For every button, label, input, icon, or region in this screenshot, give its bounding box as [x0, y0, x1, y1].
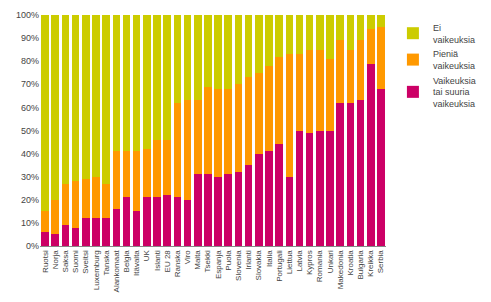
svg-text:Unkari: Unkari — [326, 250, 335, 273]
svg-text:UK: UK — [142, 250, 151, 262]
svg-text:Kreikka: Kreikka — [366, 250, 375, 277]
svg-text:Slovakia: Slovakia — [254, 250, 263, 281]
svg-text:Romania: Romania — [315, 250, 324, 283]
svg-text:Liettua: Liettua — [285, 250, 294, 275]
svg-text:Saksa: Saksa — [61, 250, 70, 273]
svg-text:EU 28: EU 28 — [163, 250, 172, 273]
svg-text:Tsekki: Tsekki — [204, 250, 213, 272]
svg-text:20%: 20% — [21, 195, 39, 205]
svg-text:Puola: Puola — [224, 250, 233, 271]
svg-text:Ruotsi: Ruotsi — [41, 250, 50, 273]
svg-text:Belgia: Belgia — [122, 250, 131, 273]
svg-text:Latvia: Latvia — [295, 250, 304, 272]
svg-text:10%: 10% — [21, 218, 39, 228]
svg-text:Makedonia: Makedonia — [336, 250, 345, 290]
svg-text:Portugali: Portugali — [275, 250, 284, 282]
svg-text:Espanja: Espanja — [214, 250, 223, 279]
svg-text:Eivaikeuksia: Eivaikeuksia — [433, 23, 475, 45]
svg-text:Viro: Viro — [183, 250, 192, 265]
svg-text:Tanska: Tanska — [102, 250, 111, 276]
svg-text:Pieniävaikeuksia: Pieniävaikeuksia — [433, 49, 475, 71]
svg-text:Kypros: Kypros — [305, 250, 314, 275]
svg-text:Alankomaat: Alankomaat — [112, 249, 121, 292]
svg-text:Islanti: Islanti — [153, 250, 162, 271]
svg-text:Luxemburg: Luxemburg — [92, 250, 101, 290]
svg-text:Vaikeuksiatai suuriavaikeuksia: Vaikeuksiatai suuriavaikeuksia — [433, 76, 476, 109]
svg-text:Serbia: Serbia — [377, 250, 386, 274]
svg-text:Itävalta: Itävalta — [132, 250, 141, 276]
svg-text:60%: 60% — [21, 103, 39, 113]
svg-text:Malta: Malta — [193, 250, 202, 270]
svg-text:Ranska: Ranska — [173, 250, 182, 278]
svg-text:50%: 50% — [21, 126, 39, 136]
svg-text:Kroatia: Kroatia — [346, 250, 355, 276]
svg-text:0%: 0% — [26, 241, 39, 251]
svg-text:30%: 30% — [21, 172, 39, 182]
svg-text:Slovenia: Slovenia — [234, 250, 243, 281]
svg-text:40%: 40% — [21, 149, 39, 159]
svg-text:Bulgaria: Bulgaria — [356, 250, 365, 280]
svg-text:90%: 90% — [21, 33, 39, 43]
svg-text:Sveitsi: Sveitsi — [81, 250, 90, 274]
svg-text:Norja: Norja — [51, 250, 60, 270]
svg-text:Irlanti: Irlanti — [244, 250, 253, 270]
svg-text:Suomi: Suomi — [71, 250, 80, 273]
svg-text:70%: 70% — [21, 79, 39, 89]
svg-text:100%: 100% — [16, 10, 39, 20]
svg-text:80%: 80% — [21, 56, 39, 66]
svg-text:Italia: Italia — [265, 250, 274, 267]
